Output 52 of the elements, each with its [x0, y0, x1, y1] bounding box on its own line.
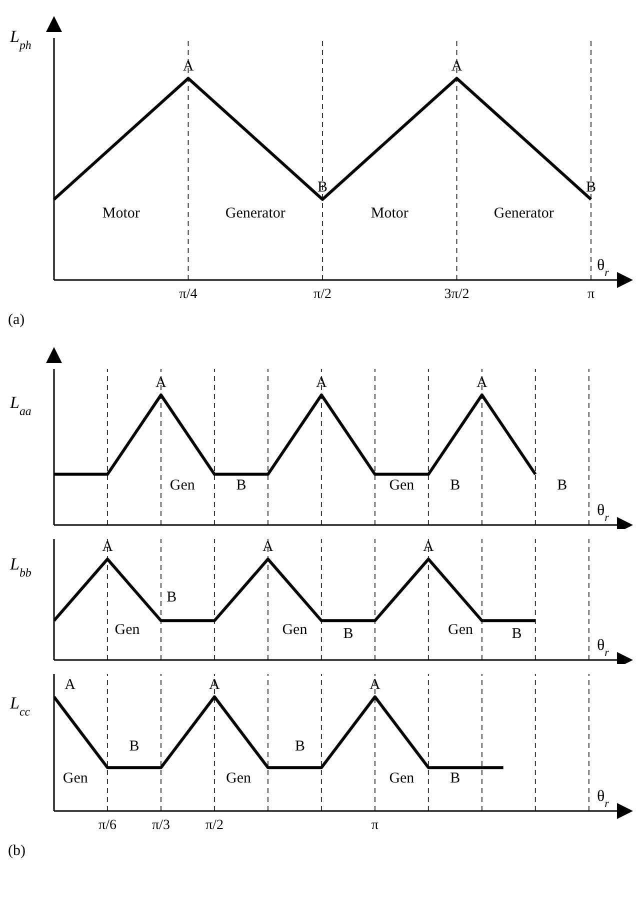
x-tick-label: π/2: [314, 286, 332, 302]
x-axis-title: θ$_{r}$: [597, 788, 610, 810]
annotation: B: [512, 626, 522, 642]
annotation: B: [450, 770, 460, 786]
annotation: Gen: [282, 622, 308, 638]
annotation: Gen: [389, 478, 415, 494]
annotation: B: [129, 738, 140, 754]
annotation: B: [166, 590, 177, 606]
annotation: Gen: [226, 770, 252, 786]
x-tick-label: π/4: [179, 286, 198, 302]
annotation: B: [295, 738, 306, 754]
annotation: A: [262, 539, 274, 556]
annotation: Gen: [448, 622, 474, 638]
annotation: B: [586, 179, 596, 196]
annotation: B: [317, 179, 328, 196]
annotation: A: [156, 375, 167, 391]
x-tick-label: π: [371, 818, 378, 833]
annotation: A: [316, 375, 328, 391]
text: A: [64, 676, 76, 693]
annotation: B: [343, 626, 354, 642]
text: (a): [8, 312, 26, 329]
x-axis-title: θ$_{r}$: [597, 502, 610, 524]
annotation: A: [451, 58, 462, 74]
x-tick-label: π/3: [152, 818, 170, 833]
annotation: B: [450, 478, 460, 494]
annotation: Gen: [389, 770, 415, 786]
annotation: A: [423, 539, 434, 556]
annotation: Motor: [102, 206, 140, 222]
x-axis-title: θ$_{r}$: [597, 637, 610, 659]
annotation: A: [182, 58, 194, 74]
annotation: B: [236, 478, 246, 494]
x-tick-label: π/2: [205, 818, 224, 833]
annotation: A: [370, 676, 381, 693]
y-axis-title: L$_{cc}$: [9, 693, 31, 718]
annotation: A: [102, 539, 114, 556]
text: (b): [8, 843, 26, 860]
annotation: A: [476, 375, 488, 391]
x-tick-label: 3π/2: [444, 286, 470, 302]
annotation: Gen: [114, 622, 140, 638]
annotation: Gen: [170, 478, 196, 494]
annotation: Generator: [225, 206, 286, 222]
annotation: Generator: [494, 206, 554, 222]
x-tick-label: π: [587, 286, 595, 302]
annotation: A: [209, 676, 220, 693]
x-tick-label: π/6: [98, 818, 116, 833]
y-axis-title: L$_{bb}$: [9, 554, 32, 580]
annotation: Gen: [62, 770, 88, 786]
y-axis-title: L$_{aa}$: [9, 393, 32, 418]
y-axis-title: L$_{ph}$: [9, 27, 32, 52]
annotation: Motor: [370, 206, 408, 222]
x-axis-title: θ$_{r}$: [597, 257, 610, 279]
annotation: B: [557, 478, 568, 494]
